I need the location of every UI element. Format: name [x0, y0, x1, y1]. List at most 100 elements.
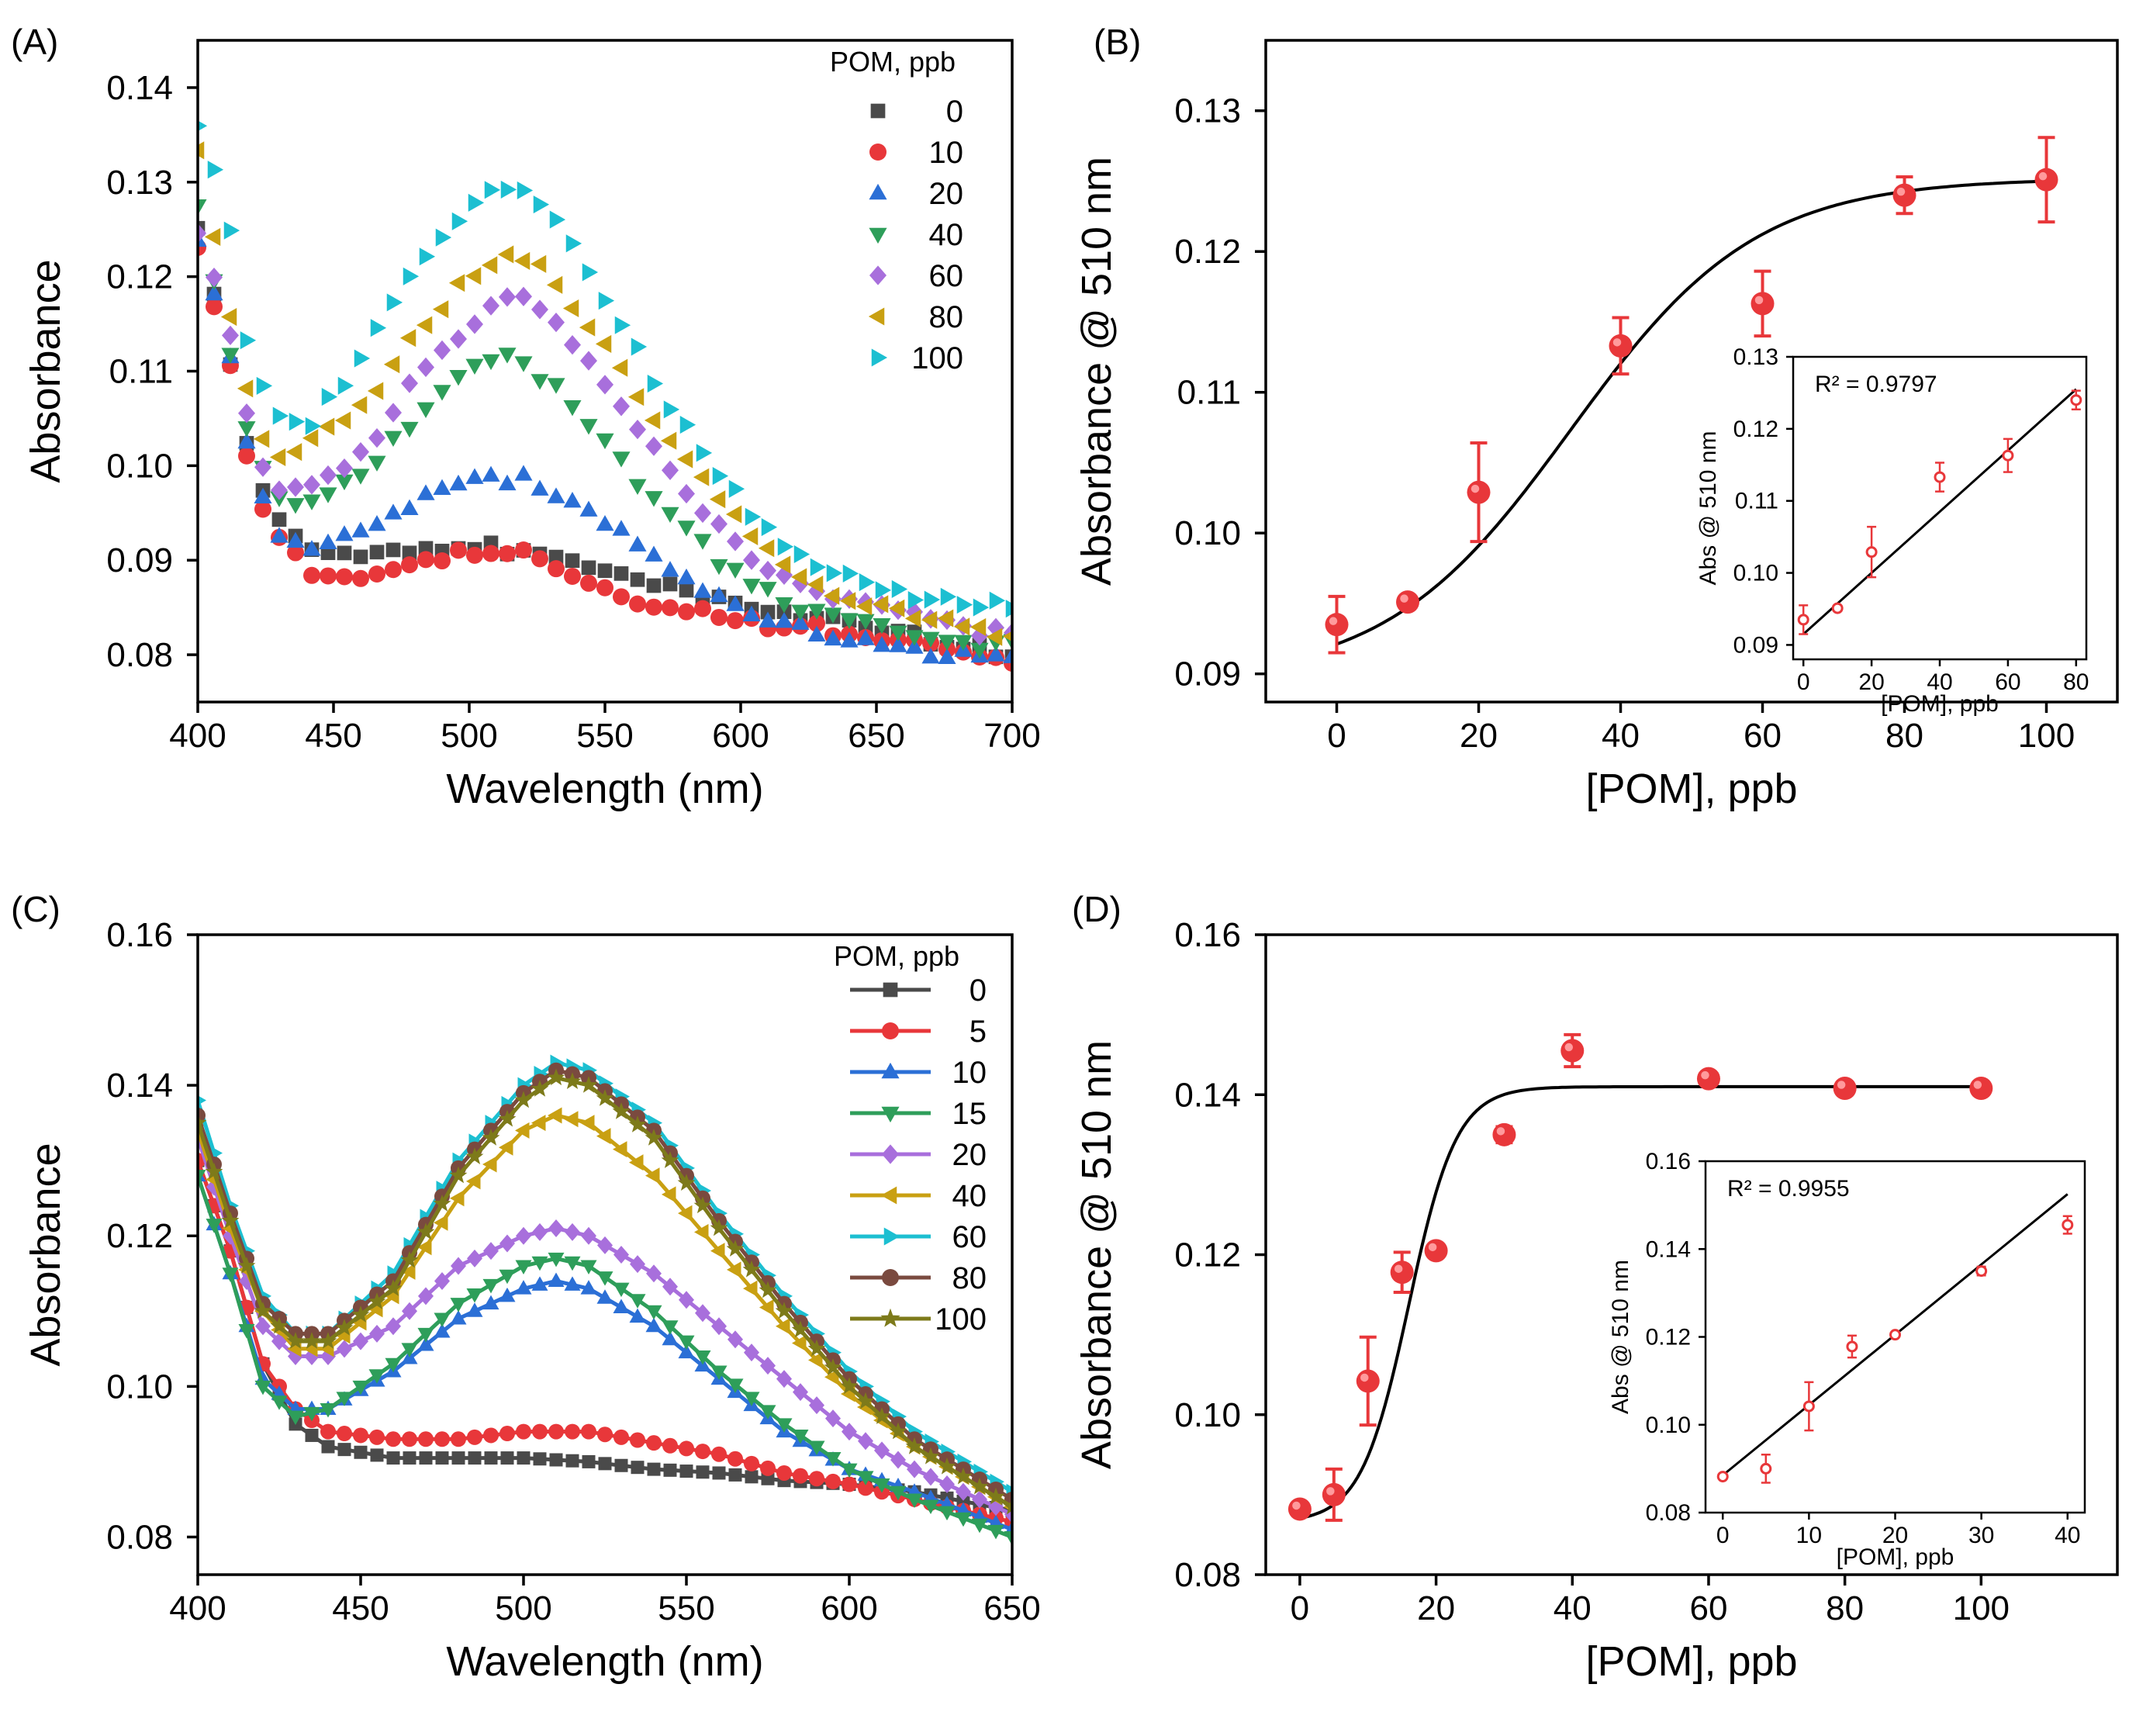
inset-y-axis-title: Abs @ 510 nm: [1608, 1260, 1633, 1414]
y-tick-label: 0.16: [106, 916, 173, 954]
data-point: [1003, 647, 1012, 663]
inset-data-point: [1846, 1340, 1858, 1353]
data-point: [204, 227, 221, 246]
data-point: [418, 1287, 434, 1305]
data-point: [580, 1280, 597, 1295]
data-point: [645, 1317, 662, 1333]
data-point: [497, 245, 514, 264]
data-point: [466, 546, 483, 564]
fit-curve: [1299, 1084, 1982, 1520]
data-point: [335, 474, 354, 491]
y-tick-label: 0.13: [1174, 92, 1241, 130]
data-point: [272, 406, 289, 425]
data-point: [368, 1369, 385, 1384]
y-tick-label: 0.08: [1174, 1556, 1241, 1594]
data-point: [644, 411, 661, 430]
x-tick-label: 700: [983, 717, 1040, 755]
data-point: [645, 545, 663, 562]
data-point: [548, 560, 565, 578]
data-point: [516, 1226, 531, 1245]
y-tick-label: 0.10: [106, 1368, 173, 1406]
data-point: [662, 1186, 676, 1203]
legend-label: 0: [946, 95, 963, 129]
data-point: [221, 1211, 240, 1229]
point-highlight: [1896, 187, 1906, 196]
data-point: [889, 625, 907, 641]
data-point: [727, 531, 744, 552]
x-tick-label: 40: [1927, 669, 1952, 695]
data-point: [679, 1465, 693, 1478]
inset-x-axis-title: [POM], ppb: [1837, 1544, 1954, 1570]
data-point: [971, 1518, 988, 1534]
data-point: [500, 180, 517, 199]
data-point: [596, 1271, 613, 1286]
data-point: [318, 417, 335, 436]
data-point: [662, 1278, 678, 1296]
data-point: [775, 611, 793, 628]
data-point: [546, 275, 563, 294]
data-point: [515, 1260, 532, 1275]
data-point: [612, 520, 631, 536]
data-point: [775, 1302, 793, 1319]
inset-data-point: [1975, 1265, 1988, 1278]
data-point: [433, 479, 451, 495]
data-point: [286, 498, 305, 514]
data-point: [662, 1330, 679, 1346]
data-point: [223, 221, 240, 240]
data-point: [791, 1320, 810, 1338]
data-point: [1390, 1261, 1414, 1285]
data-point: [417, 551, 434, 569]
data-point: [240, 331, 257, 350]
data-point: [792, 1429, 809, 1444]
data-point: [776, 1465, 792, 1481]
data-point: [198, 141, 205, 160]
data-point: [270, 527, 289, 543]
data-point: [514, 356, 533, 372]
data-point: [825, 1409, 841, 1428]
inset-fit-line: [1802, 388, 2077, 635]
x-tick-label: 20: [1882, 1523, 1908, 1548]
panel-label: (D): [1072, 889, 1122, 929]
data-point: [696, 1465, 710, 1479]
data-point: [565, 553, 580, 569]
data-point: [563, 492, 582, 508]
data-point: [435, 1451, 449, 1465]
plot-frame: [1264, 39, 2119, 704]
data-point: [581, 1226, 596, 1245]
data-point: [938, 635, 956, 651]
data-point: [238, 1324, 255, 1339]
data-point: [743, 1280, 758, 1297]
x-tick-label: 80: [2063, 669, 2089, 695]
x-axis-title: [POM], ppb: [1585, 1638, 1797, 1685]
data-point: [1609, 334, 1633, 358]
data-point: [402, 545, 417, 561]
data-point: [450, 541, 467, 559]
data-point: [628, 1115, 647, 1133]
data-point: [565, 1423, 580, 1440]
data-point: [660, 431, 677, 450]
data-point: [517, 181, 534, 200]
legend-marker: [870, 103, 886, 119]
data-point: [386, 293, 403, 312]
data-point: [548, 1423, 564, 1440]
data-point: [368, 515, 386, 531]
data-point: [549, 1453, 563, 1467]
data-point: [661, 1151, 679, 1168]
series-80: [198, 141, 1012, 646]
data-point: [302, 429, 319, 448]
data-point: [482, 545, 499, 562]
data-point: [693, 534, 712, 550]
data-point: [743, 550, 760, 570]
x-tick-label: 20: [1460, 717, 1498, 755]
data-point: [515, 1122, 530, 1139]
data-point: [198, 120, 208, 132]
data-point: [516, 1423, 531, 1440]
data-point: [417, 1327, 434, 1343]
data-point: [368, 565, 385, 583]
data-point: [742, 605, 761, 621]
data-point: [548, 312, 565, 333]
data-point: [856, 1392, 875, 1409]
data-point: [646, 1435, 662, 1451]
inset-data-point: [1934, 471, 1946, 483]
